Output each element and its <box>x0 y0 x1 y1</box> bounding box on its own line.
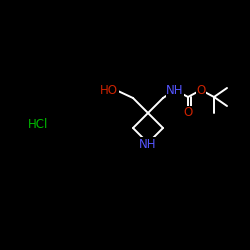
Text: NH: NH <box>139 138 157 150</box>
Text: NH: NH <box>166 84 184 96</box>
Text: O: O <box>196 84 205 96</box>
Text: HCl: HCl <box>28 118 48 132</box>
Text: O: O <box>184 106 192 120</box>
Text: HO: HO <box>100 84 118 98</box>
